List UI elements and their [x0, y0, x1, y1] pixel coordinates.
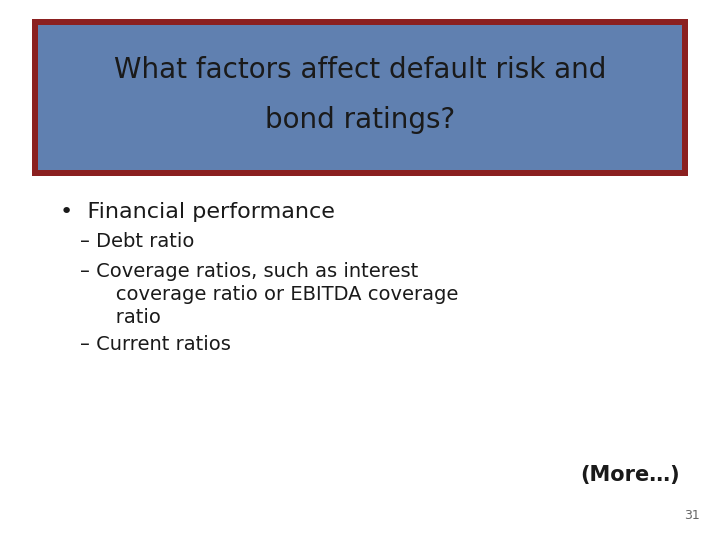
Text: •  Financial performance: • Financial performance [60, 202, 335, 222]
Text: What factors affect default risk and: What factors affect default risk and [114, 56, 606, 84]
Text: bond ratings?: bond ratings? [265, 105, 455, 133]
Text: coverage ratio or EBITDA coverage: coverage ratio or EBITDA coverage [97, 285, 459, 304]
Text: – Debt ratio: – Debt ratio [80, 232, 194, 251]
Text: – Current ratios: – Current ratios [80, 335, 231, 354]
Text: ratio: ratio [97, 308, 161, 327]
Text: – Coverage ratios, such as interest: – Coverage ratios, such as interest [80, 262, 418, 281]
FancyBboxPatch shape [32, 19, 688, 176]
FancyBboxPatch shape [38, 25, 682, 170]
Text: (More…): (More…) [580, 465, 680, 485]
Text: 31: 31 [684, 509, 700, 522]
